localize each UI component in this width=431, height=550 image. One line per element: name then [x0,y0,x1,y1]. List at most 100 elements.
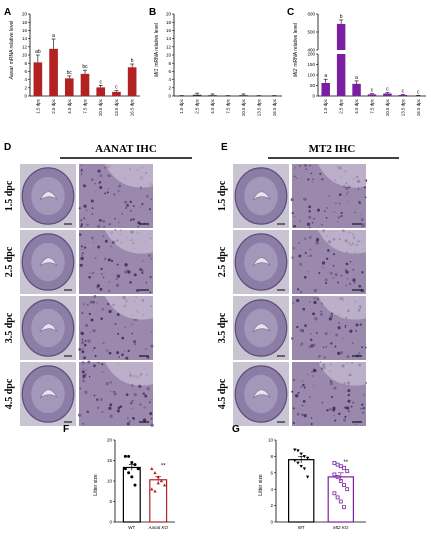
y-tick-label: 12 [166,44,172,49]
nucleus [92,329,96,333]
luminal-space [317,230,366,254]
nucleus [310,332,312,335]
nucleus [88,312,91,316]
x-tick-label: 4.5 dpc [354,98,359,114]
nucleus [332,253,336,256]
bar [223,95,233,97]
nucleus [97,361,100,364]
nucleus [93,394,96,397]
nucleus [329,271,333,275]
data-point [296,449,300,453]
nucleus [126,416,129,420]
data-point [342,465,346,470]
nucleus [334,419,337,422]
nucleus [340,215,343,218]
nucleus [89,331,92,334]
x-tick-label: 13.5 dpc [256,98,261,116]
nucleus [123,350,126,353]
nucleus [299,328,304,333]
nucleus [308,345,312,349]
nucleus [92,236,94,239]
x-tick-label: Mt2 KO [333,525,349,530]
nucleus [328,317,332,321]
nucleus [134,341,136,343]
nucleus [316,297,320,301]
significance-letter: c [417,89,420,95]
nucleus [300,342,304,346]
nucleus [150,344,154,348]
nucleus [303,414,307,418]
nucleus [98,219,102,222]
nucleus [117,406,121,410]
nucleus [90,318,94,322]
data-point [299,452,303,456]
significance-letter: a [355,75,358,81]
nucleus [107,258,111,262]
bar [192,94,202,96]
nucleus [328,195,330,198]
nucleus [317,355,320,359]
panel-e-micrographs: 1.5 dpc 2.5 dpc 3.5 dpc 4.5 dpc [217,164,368,426]
nucleus [302,380,304,382]
lumen [39,191,58,201]
nucleus [88,275,91,279]
significance-letter: a [52,33,55,39]
nucleus [81,341,85,345]
y-tick-label: 20 [107,438,113,443]
nucleus [309,254,313,257]
y-tick-label: 6 [168,69,171,74]
bar [49,48,58,96]
nucleus [115,283,120,287]
nucleus [130,402,133,405]
row-label: 2.5 dpc [217,246,228,277]
nucleus [101,308,105,311]
nucleus [121,336,125,340]
nucleus [105,381,109,386]
nucleus [104,166,107,169]
nucleus [320,311,322,313]
data-point [123,454,127,458]
nucleus [90,178,94,182]
x-tick-label: WT [298,525,305,530]
nucleus [131,407,134,410]
panel-a-ylabel: AanatmRNA relative level [9,21,15,81]
y-tick-label: 10 [268,438,274,443]
nucleus [121,212,124,215]
nucleus [96,302,98,304]
nucleus [141,271,144,274]
x-tick-label: 16.5 dpc [416,98,421,116]
nucleus [303,386,306,389]
nucleus [338,321,341,325]
nucleus [133,273,137,277]
nucleus [89,272,91,275]
y-tick-label: 20 [166,12,172,17]
row-label: 3.5 dpc [4,312,15,343]
row-label: 4.5 dpc [4,378,15,409]
x-tick-label: 4.5 dpc [210,98,215,114]
data-point [338,464,343,469]
x-tick-label: Aanat KO [147,525,168,530]
y-tick-label: 16 [166,28,172,33]
nucleus [319,173,322,175]
nucleus [141,203,144,206]
nucleus [312,375,314,377]
nucleus [150,423,154,427]
nucleus [147,254,151,257]
nucleus [116,274,121,278]
y-tick-label: 18 [22,20,28,25]
nucleus [322,346,325,349]
nucleus [305,168,308,171]
luminal-space [104,296,153,320]
data-point [293,459,297,463]
bar [96,87,106,96]
y-tick-label: 0 [312,94,315,99]
y-tick-label: 4 [168,77,171,82]
nucleus [360,218,364,222]
nucleus [119,405,123,408]
nucleus [312,217,316,220]
nucleus [308,215,312,219]
nucleus [80,168,83,171]
panel-b-ylabel: Mt1mRNA relative level [154,23,160,77]
lumen [39,323,58,333]
